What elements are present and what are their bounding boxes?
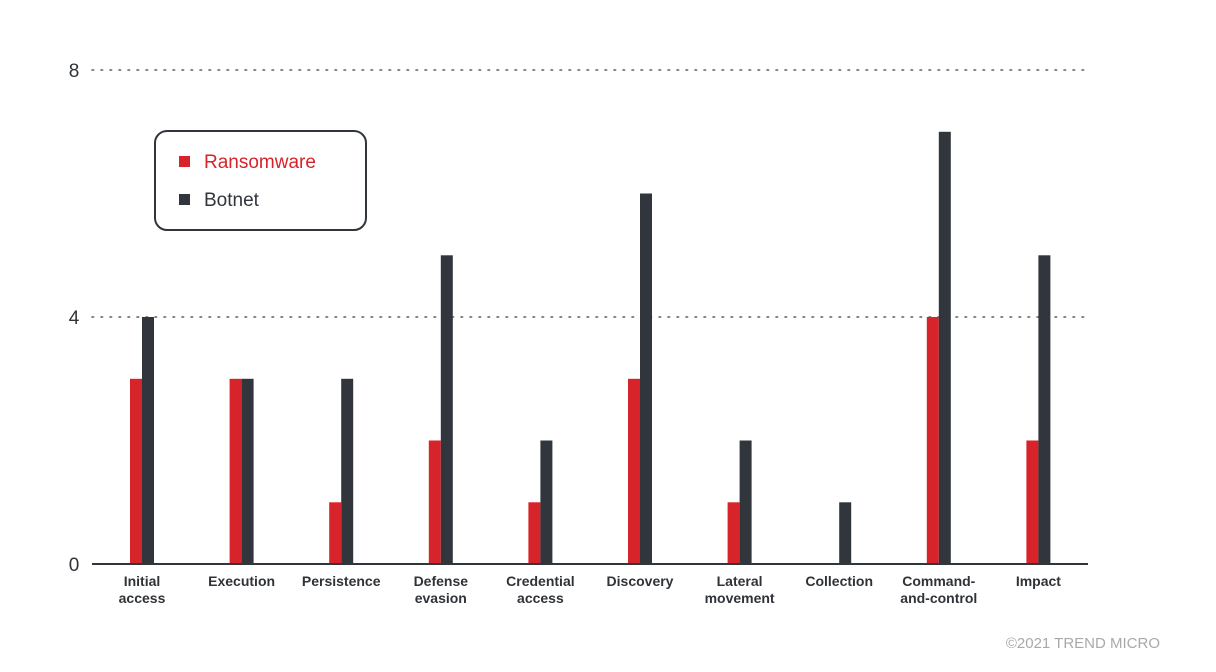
bar-botnet-8 — [938, 131, 951, 565]
x-tick-label: Command-and-control — [900, 573, 977, 606]
bar-ransomware-5 — [628, 378, 640, 565]
bar-ransomware-8 — [926, 317, 939, 564]
copyright-text: ©2021 TREND MICRO — [1006, 635, 1160, 652]
x-tick-label: Collection — [805, 573, 873, 589]
x-tick-label: Persistence — [302, 573, 381, 589]
y-tick-label: 0 — [69, 555, 80, 576]
bars — [130, 131, 1051, 565]
bar-ransomware-4 — [528, 502, 541, 565]
x-tick-label: Credential access — [506, 573, 574, 606]
y-axis-ticks: 0 4 8 — [69, 61, 80, 576]
bar-ransomware-3 — [428, 440, 441, 564]
bar-ransomware-1 — [229, 378, 242, 565]
x-tick-label: Initial access — [119, 573, 166, 606]
bar-botnet-7 — [839, 502, 852, 565]
bar-botnet-5 — [640, 193, 652, 564]
bar-ransomware-0 — [130, 378, 142, 565]
bar-ransomware-6 — [727, 502, 740, 565]
x-tick-label: Lateral movement — [705, 573, 775, 606]
legend: Ransomware Botnet — [154, 130, 367, 231]
bar-ransomware-9 — [1026, 440, 1039, 564]
legend-label-ransomware: Ransomware — [204, 152, 316, 173]
bar-botnet-1 — [241, 378, 254, 565]
legend-label-botnet: Botnet — [204, 190, 260, 211]
bar-botnet-0 — [142, 317, 154, 564]
y-tick-label: 8 — [69, 61, 80, 82]
x-axis-ticks: Initial access Execution Persistence Defense… — [119, 573, 1062, 606]
legend-swatch-botnet — [179, 194, 190, 205]
bar-botnet-3 — [440, 255, 453, 565]
x-tick-label: Impact — [1016, 573, 1061, 589]
bar-botnet-4 — [540, 440, 553, 564]
legend-swatch-ransomware — [179, 156, 190, 167]
legend-box — [154, 130, 367, 231]
x-tick-label: Execution — [208, 573, 275, 589]
x-tick-label: Discovery — [607, 573, 674, 589]
bar-botnet-9 — [1038, 255, 1051, 565]
bar-botnet-2 — [341, 378, 354, 565]
x-tick-label: Defense evasion — [414, 573, 469, 606]
gridlines — [91, 69, 1089, 318]
bar-ransomware-2 — [329, 502, 342, 565]
y-tick-label: 4 — [69, 308, 80, 329]
bar-botnet-6 — [739, 440, 752, 564]
